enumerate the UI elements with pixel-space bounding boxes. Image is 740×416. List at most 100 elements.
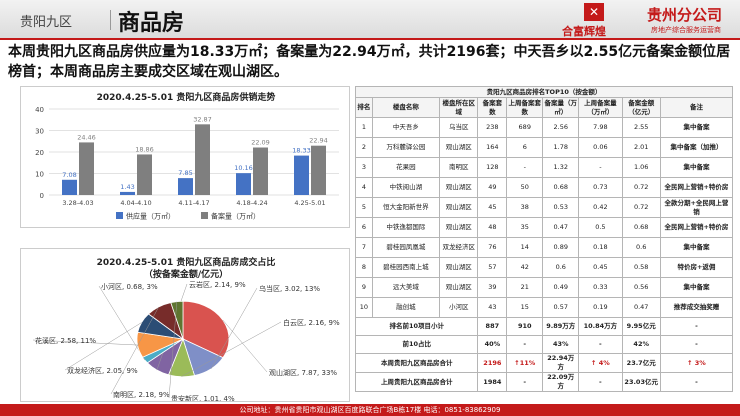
bar bbox=[120, 191, 135, 195]
pie-chart-subtitle: （按备案金额/亿元） bbox=[143, 270, 229, 280]
table-cell: 39 bbox=[477, 277, 508, 298]
table-cell: 0.57 bbox=[542, 297, 580, 318]
table-cell: 观山湖区 bbox=[439, 257, 479, 278]
ranking-table-panel: 贵阳九区商品房排名TOP10（按金额） 排名 楼盘名称 楼盘所在区域 备案套数 上周备案… bbox=[354, 86, 734, 402]
legend-label: 备案量（万㎡） bbox=[211, 212, 260, 221]
table-cell: 0.73 bbox=[578, 177, 623, 198]
summary-cell: - bbox=[506, 372, 544, 392]
legend-swatch bbox=[201, 212, 208, 219]
data-label: 7.85 bbox=[178, 169, 192, 177]
table-cell: 43 bbox=[477, 297, 508, 318]
column-header: 排名 bbox=[355, 97, 373, 118]
data-label: 18.33 bbox=[292, 147, 311, 155]
table-cell: 远大美域 bbox=[371, 277, 441, 298]
column-header: 楼盘名称 bbox=[371, 97, 441, 118]
bar bbox=[137, 154, 152, 195]
leader-line bbox=[222, 319, 268, 373]
table-cell: 2 bbox=[355, 137, 373, 158]
table-cell: 50 bbox=[506, 177, 544, 198]
data-label: 22.94 bbox=[309, 137, 328, 145]
table-cell: 融创城 bbox=[371, 297, 441, 318]
table-cell: 集中备案（加推） bbox=[659, 137, 734, 158]
table-cell: 49 bbox=[477, 177, 508, 198]
summary-cell: 23.7亿元 bbox=[621, 353, 661, 373]
data-label: 22.09 bbox=[251, 139, 270, 147]
table-row: 1 中天吾乡 乌当区 238 689 2.56 7.98 2.55 集中备案 bbox=[355, 117, 734, 138]
header-bar: 贵阳九区 商品房 ✕ 合富辉煌 贵州分公司 房地产综合服务运营商 bbox=[0, 0, 740, 40]
y-tick-label: 40 bbox=[35, 106, 44, 114]
summary-cell: - bbox=[659, 317, 734, 336]
table-cell: 3 bbox=[355, 157, 373, 178]
summary-cell: 本周贵阳九区商品房合计 bbox=[354, 353, 479, 373]
bar bbox=[253, 147, 268, 195]
y-tick-label: 0 bbox=[40, 192, 44, 200]
y-tick-label: 30 bbox=[35, 128, 44, 136]
leader-line bbox=[110, 306, 159, 395]
table-cell: 76 bbox=[477, 237, 508, 258]
bar bbox=[236, 173, 251, 195]
data-label: 24.46 bbox=[77, 133, 96, 141]
table-cell: 0.18 bbox=[578, 237, 623, 258]
summary-cell: 22.94万方 bbox=[542, 353, 580, 373]
slice-label: 南明区, 2.18, 9% bbox=[113, 390, 170, 399]
table-cell: 0.72 bbox=[621, 177, 661, 198]
bar bbox=[62, 179, 77, 195]
leader-line bbox=[181, 321, 282, 377]
table-row: 5 恒大金阳新世界 观山湖区 45 38 0.53 0.42 0.72 全款分期+全民网上营销 bbox=[355, 197, 734, 218]
table-cell: 0.58 bbox=[621, 257, 661, 278]
summary-cell: - bbox=[578, 372, 623, 392]
table-cell: 35 bbox=[506, 217, 544, 238]
summary-row: 上周贵阳九区商品房合计 1984-22.09万方 -23.03亿元 - bbox=[354, 372, 734, 392]
summary-cell: - bbox=[578, 335, 623, 354]
region-label: 贵阳九区 bbox=[20, 15, 73, 30]
table-cell: 集中备案 bbox=[659, 157, 734, 178]
table-cell: 乌当区 bbox=[439, 117, 479, 138]
table-cell: 1.32 bbox=[542, 157, 580, 178]
table-cell: 碧桂园凤凰城 bbox=[371, 237, 441, 258]
table-cell: 0.6 bbox=[542, 257, 580, 278]
summary-cell: 43% bbox=[542, 335, 580, 354]
data-label: 7.08 bbox=[62, 171, 76, 179]
table-cell: 0.47 bbox=[542, 217, 580, 238]
pie-slice bbox=[182, 300, 230, 359]
table-cell: 0.47 bbox=[621, 297, 661, 318]
slice-label: 观山湖区, 7.87, 33% bbox=[269, 368, 337, 377]
table-cell: 6 bbox=[355, 217, 373, 238]
slice-label: 白云区, 2.16, 9% bbox=[283, 318, 340, 327]
table-row: 8 碧桂园西南上城 观山湖区 57 42 0.6 0.45 0.58 特价房+返佣 bbox=[355, 257, 734, 278]
column-header: 楼盘所在区域 bbox=[439, 97, 479, 118]
header-divider bbox=[110, 10, 111, 30]
table-cell: 57 bbox=[477, 257, 508, 278]
data-label: 10.16 bbox=[234, 164, 253, 172]
x-tick-label: 4.04-4.10 bbox=[120, 199, 151, 207]
table-cell: 双龙经济区 bbox=[439, 237, 479, 258]
table-row: 7 碧桂园凤凰城 双龙经济区 76 14 0.89 0.18 0.6 集中备案 bbox=[355, 237, 734, 258]
summary-cell: 40% bbox=[477, 335, 508, 354]
table-cell: 观山湖区 bbox=[439, 197, 479, 218]
table-cell: 8 bbox=[355, 257, 373, 278]
summary-row: 前10占比 40% -43% -42% - bbox=[354, 335, 734, 354]
data-label: 1.43 bbox=[120, 183, 134, 191]
summary-cell: 910 bbox=[506, 317, 544, 336]
column-header: 上周备案套数 bbox=[506, 97, 544, 118]
table-cell: 0.72 bbox=[621, 197, 661, 218]
table-cell: 观山湖区 bbox=[439, 177, 479, 198]
y-tick-label: 20 bbox=[35, 149, 44, 157]
table-cell: 164 bbox=[477, 137, 508, 158]
branch-name: 贵州分公司 bbox=[647, 6, 723, 24]
summary-cell: 上周贵阳九区商品房合计 bbox=[354, 372, 479, 392]
bar bbox=[79, 142, 94, 195]
table-cell: 0.45 bbox=[578, 257, 623, 278]
table-row: 2 万科麓驿公园 观山湖区 164 6 1.78 0.06 2.01 集中备案（加推） bbox=[355, 137, 734, 158]
table-row: 9 远大美域 观山湖区 39 21 0.49 0.33 0.56 集中备案 bbox=[355, 277, 734, 298]
table-cell: 0.49 bbox=[542, 277, 580, 298]
table-cell: 特价房+返佣 bbox=[659, 257, 734, 278]
leader-line bbox=[32, 339, 138, 346]
share-chart-panel: 2020.4.25-5.01 贵阳九区商品房成交占比 （按备案金额/亿元） 观山… bbox=[20, 248, 350, 402]
table-cell: 6 bbox=[506, 137, 544, 158]
y-tick-label: 10 bbox=[35, 171, 44, 179]
table-cell: 0.33 bbox=[578, 277, 623, 298]
table-cell: 中天吾乡 bbox=[371, 117, 441, 138]
column-header: 备案量（万㎡） bbox=[542, 97, 580, 118]
slice-label: 乌当区, 3.02, 13% bbox=[259, 284, 320, 293]
